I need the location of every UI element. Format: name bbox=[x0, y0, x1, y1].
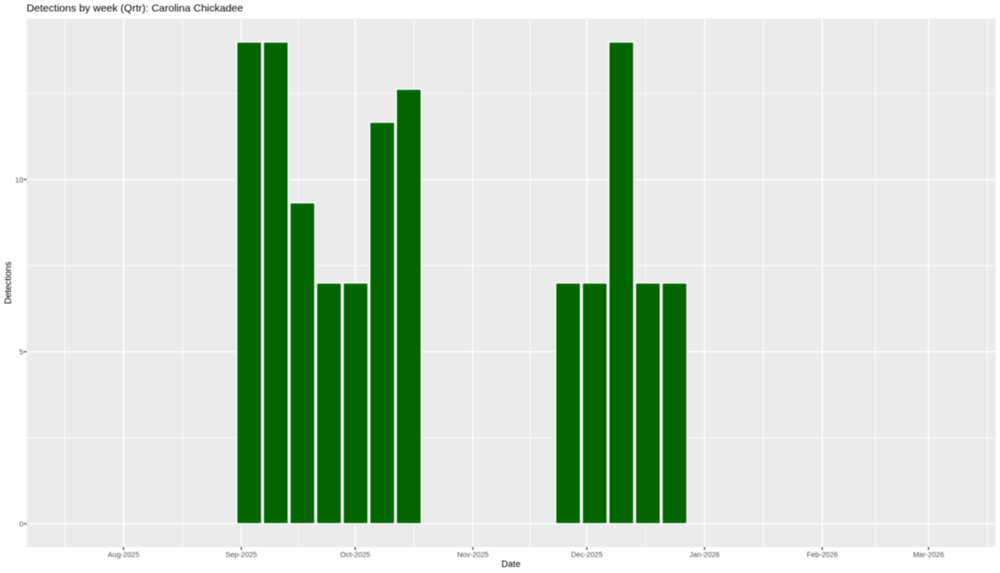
svg-text:Feb-2026: Feb-2026 bbox=[807, 550, 838, 559]
svg-text:Date: Date bbox=[501, 559, 520, 569]
svg-text:Aug-2025: Aug-2025 bbox=[108, 550, 140, 559]
svg-text:10: 10 bbox=[15, 175, 23, 184]
svg-text:Detections: Detections bbox=[3, 261, 13, 304]
svg-text:5: 5 bbox=[19, 347, 23, 356]
svg-text:0: 0 bbox=[19, 519, 23, 528]
svg-text:Detections by week (Qrtr): Car: Detections by week (Qrtr): Carolina Chic… bbox=[27, 2, 244, 14]
svg-text:Nov-2025: Nov-2025 bbox=[457, 550, 489, 559]
svg-text:Mar-2026: Mar-2026 bbox=[913, 550, 944, 559]
svg-text:Dec-2025: Dec-2025 bbox=[571, 550, 603, 559]
svg-text:Sep-2025: Sep-2025 bbox=[225, 550, 257, 559]
svg-text:Oct-2025: Oct-2025 bbox=[340, 550, 370, 559]
svg-text:Jan-2026: Jan-2026 bbox=[689, 550, 719, 559]
